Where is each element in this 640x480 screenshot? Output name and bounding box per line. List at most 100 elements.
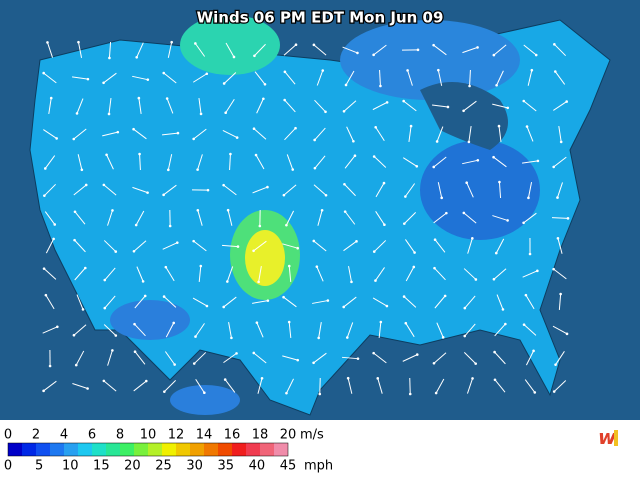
wind-arrow-head [534,53,538,57]
wind-arrow [284,71,296,85]
wind-arrow-head [522,99,526,103]
wind-arrow [108,41,112,59]
wind-arrow [558,126,562,142]
wind-arrow [284,127,296,141]
wind-arrow-head [196,209,200,212]
wind-arrow [163,379,177,393]
wind-arrow-head [252,249,255,253]
wind-arrow [256,322,264,338]
wind-arrow-head [86,77,90,81]
wind-arrow-head [356,51,359,55]
wind-arrow [197,154,203,170]
wind-arrow-head [413,251,416,254]
wind-arrow [43,268,57,280]
wind-arrow-head [135,55,138,59]
wind-arrow [375,126,385,142]
wind-arrow-head [72,137,76,141]
wind-arrow-head [498,180,501,184]
legend-swatch [36,443,50,456]
wind-arrow-head [379,84,382,88]
wind-arrow-head [344,83,348,87]
wind-arrow-head [296,358,300,362]
wind-arrow [494,323,506,337]
wind-arrow-head [372,53,375,57]
wind-arrow [373,156,387,168]
wind-arrow-head [315,265,319,268]
wind-arrow [434,267,446,281]
wind-arrow [523,100,537,112]
wind-arrow-head [493,350,496,354]
wind-arrow-head [312,239,316,243]
wind-arrow [166,98,174,114]
legend-swatch [134,443,148,456]
wind-arrow-head [253,54,256,58]
wind-arrow-head [80,168,84,172]
wind-arrow [163,184,177,196]
wind-arrow [437,70,443,86]
wind-arrow [375,182,385,198]
wind-arrow [343,100,357,112]
legend-swatch [120,443,134,456]
wind-arrow-head [402,295,406,298]
wind-arrow [348,266,352,282]
wind-arrow-head [46,41,49,44]
wind-arrow [402,354,418,362]
legend-swatch [78,443,92,456]
wind-arrow-head [42,71,45,75]
wind-arrow-head [312,43,316,47]
wind-arrow-head [133,350,137,354]
wind-arrow-head [164,265,168,269]
wind-arrow [73,184,87,196]
wind-arrow-head [524,293,528,297]
wind-arrow-head [356,357,360,360]
wind-arrow [558,293,562,311]
wind-arrow-head [163,390,166,393]
wind-arrow-head [536,269,539,273]
wind-arrow [286,378,294,394]
wind-arrow-head [114,250,118,253]
wind-arrow [195,379,205,393]
wind-arrow-head [326,299,330,302]
legend-swatch [22,443,36,456]
wind-arrow [76,98,84,114]
wind-arrow [496,70,504,86]
wind-arrow-head [467,140,471,144]
wind-arrow [408,126,412,142]
wind-arrow [222,129,238,139]
wind-area [245,230,285,286]
wind-arrow [253,240,267,252]
wind-arrow [494,379,506,393]
wind-arrow-head [162,295,166,298]
wind-arrow [136,42,144,58]
wind-arrow-head [283,98,286,102]
wind-arrow-head [199,112,203,116]
ms-tick-label: 4 [60,428,68,443]
wind-arrow [375,267,385,281]
wind-arrow [495,238,505,254]
wind-arrow [194,43,206,57]
wind-arrow-head [403,222,406,225]
wind-arrow [316,70,324,86]
wind-area [180,15,280,75]
wind-arrow [522,270,538,278]
wind-arrow [436,322,444,338]
wind-arrow-head [476,159,480,162]
wind-arrow-head [352,139,355,143]
wind-arrow-head [320,208,324,212]
wind-arrow [553,380,567,392]
wind-arrow-head [203,391,206,395]
mph-tick-label: 45 [280,459,297,474]
wind-arrow-head [192,362,196,365]
wind-arrow [135,210,145,226]
wind-arrow [313,184,327,196]
wind-arrow-head [194,335,197,338]
wind-arrow [162,242,178,250]
wind-arrow [551,217,569,219]
wind-arrow-head [165,97,169,100]
wind-arrow-head [175,241,179,244]
wind-arrow [373,240,387,252]
wind-arrow-head [222,82,226,85]
wind-arrow-head [463,334,467,338]
wind-arrow [254,71,266,85]
